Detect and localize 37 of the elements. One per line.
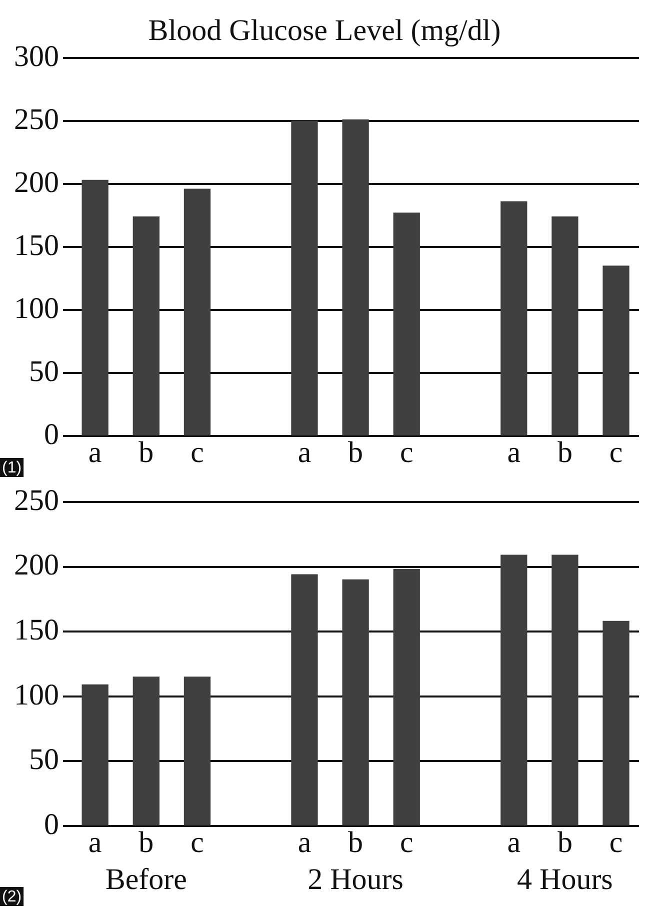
x-tick-label: c: [609, 826, 623, 859]
x-tick-label: b: [138, 436, 154, 469]
x-tick-label: a: [507, 436, 521, 469]
y-tick-label: 0: [44, 418, 59, 451]
y-tick-label: 250: [14, 102, 59, 136]
y-tick-label: 200: [14, 166, 59, 199]
x-tick-label: c: [190, 826, 204, 859]
y-tick-label: 250: [14, 484, 59, 517]
x-tick-label: a: [88, 436, 102, 469]
x-tick-label: a: [507, 826, 521, 859]
text: 2 Hours: [308, 862, 404, 896]
x-tick-label: c: [190, 436, 204, 469]
y-tick-label: 200: [14, 548, 59, 582]
x-tick-label: b: [557, 436, 572, 469]
y-tick-label: 300: [14, 40, 59, 73]
x-tick-label: c: [400, 436, 414, 469]
y-tick-label: 0: [44, 808, 59, 841]
x-tick-label: c: [609, 436, 623, 469]
y-tick-label: 50: [29, 743, 59, 776]
x-tick-label: a: [298, 436, 312, 469]
x-tick-label: b: [348, 826, 364, 859]
text: (2): [2, 888, 22, 906]
y-tick-label: 50: [29, 354, 59, 388]
x-tick-label: b: [557, 826, 572, 859]
y-tick-label: 150: [14, 613, 59, 646]
x-tick-label: b: [138, 826, 154, 859]
x-tick-label: a: [88, 826, 102, 859]
text: Before: [105, 862, 187, 896]
text: (1): [2, 459, 22, 476]
chart-title: Blood Glucose Level (mg/dl): [148, 14, 501, 47]
x-tick-label: a: [298, 826, 312, 859]
y-tick-label: 150: [14, 228, 59, 262]
y-tick-label: 100: [14, 292, 59, 325]
x-tick-label: c: [400, 826, 414, 859]
text: 4 Hours: [517, 862, 613, 896]
y-tick-label: 100: [14, 678, 59, 712]
x-tick-label: b: [348, 436, 364, 469]
